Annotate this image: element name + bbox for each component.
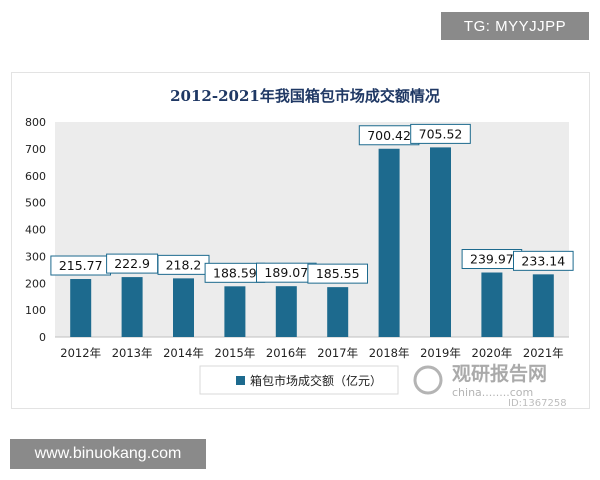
bar xyxy=(275,286,297,337)
legend-swatch xyxy=(236,376,245,385)
y-tick-label: 700 xyxy=(25,143,46,156)
y-tick-label: 100 xyxy=(25,304,46,317)
y-tick-label: 500 xyxy=(25,197,46,210)
data-label: 239.97 xyxy=(470,252,514,267)
data-label: 185.55 xyxy=(316,266,360,281)
data-label: 700.42 xyxy=(367,128,411,143)
bar xyxy=(70,279,92,337)
x-tick-label: 2016年 xyxy=(266,346,307,360)
data-label-box xyxy=(307,263,368,284)
legend-box xyxy=(199,365,399,395)
x-tick-label: 2014年 xyxy=(163,346,204,360)
bar xyxy=(481,272,503,337)
y-tick-label: 600 xyxy=(25,170,46,183)
bar xyxy=(327,287,349,337)
data-label: 218.2 xyxy=(166,257,202,272)
x-tick-label: 2013年 xyxy=(112,346,153,360)
x-tick-label: 2017年 xyxy=(317,346,358,360)
data-label: 233.14 xyxy=(521,253,565,268)
data-label: 189.07 xyxy=(264,265,308,280)
x-tick-label: 2019年 xyxy=(420,346,461,360)
bar xyxy=(378,148,400,337)
data-label-box xyxy=(513,250,574,271)
data-label: 222.9 xyxy=(114,256,150,271)
y-tick-label: 400 xyxy=(25,224,46,237)
x-tick-label: 2018年 xyxy=(369,346,410,360)
data-label: 215.77 xyxy=(59,258,103,273)
bar xyxy=(224,286,246,337)
logo-text: 观研报告网 xyxy=(452,362,547,385)
data-label: 188.59 xyxy=(213,265,257,280)
y-tick-label: 300 xyxy=(25,250,46,263)
chart-title: 2012-2021年我国箱包市场成交额情况 xyxy=(170,87,440,105)
x-axis: 2012年 2013年 2014年 2015年 2016年 2017年 2018年 2019年… xyxy=(60,346,563,360)
x-tick-label: 2015年 xyxy=(215,346,256,360)
data-label: 705.52 xyxy=(419,126,463,141)
y-tick-label: 800 xyxy=(25,116,46,129)
x-tick-label: 2021年 xyxy=(523,346,564,360)
y-tick-label: 200 xyxy=(25,277,46,290)
logo-id: ID:1367258 xyxy=(508,398,567,409)
bottom-site-watermark: www.binuokang.com xyxy=(10,439,206,469)
legend: 箱包市场成交额（亿元） xyxy=(199,365,399,395)
bar xyxy=(121,277,143,337)
legend-label: 箱包市场成交额（亿元） xyxy=(250,373,382,388)
bar xyxy=(173,278,194,337)
bars-group: 215.77 222.9 218.2 188.59 189.07 185.55 700.42… xyxy=(50,123,574,337)
data-label-box xyxy=(410,123,471,144)
top-watermark-tag: TG: MYYJJPP xyxy=(441,12,589,40)
x-tick-label: 2012年 xyxy=(60,346,101,360)
x-tick-label: 2020年 xyxy=(472,346,513,360)
logo-url: china........com xyxy=(452,386,533,399)
bar xyxy=(430,147,451,337)
y-tick-label: 0 xyxy=(39,331,46,344)
logo-swirl-icon xyxy=(413,365,443,395)
bar xyxy=(532,274,554,337)
